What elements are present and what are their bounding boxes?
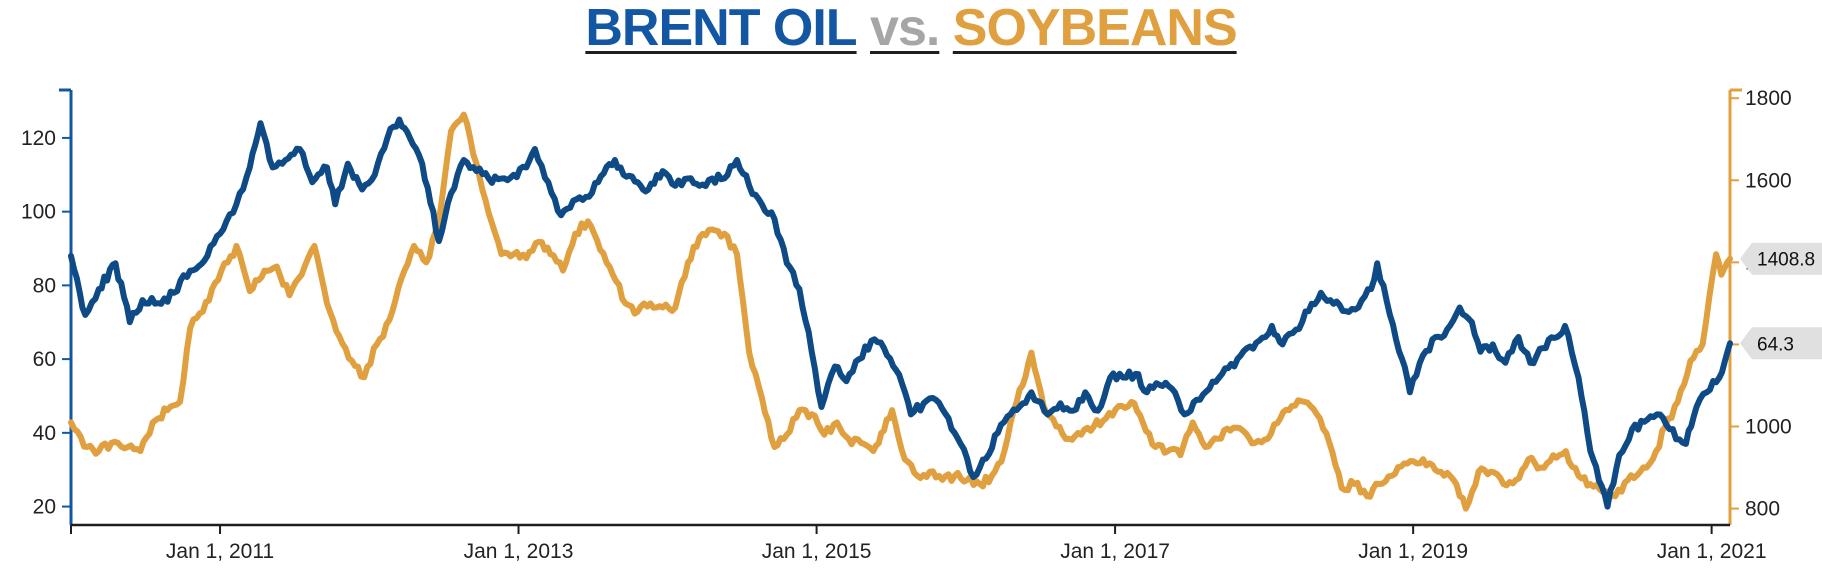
x-tick-label: Jan 1, 2011 [166,540,274,563]
badge-value: 64.3 [1757,334,1794,355]
x-tick-label: Jan 1, 2019 [1358,540,1468,563]
x-tick-label: Jan 1, 2021 [1657,540,1767,563]
badge-value: 1408.8 [1757,250,1815,271]
oil-last-value-badge: 64.3 [1740,327,1822,360]
left-tick-label: 20 [33,496,56,519]
soy-series-line [68,111,1733,512]
right-tick-label: 1600 [1745,169,1792,192]
x-tick-label: Jan 1, 2017 [1060,540,1170,563]
badge-shape [1740,327,1822,360]
soy-last-value-badge: 1408.8 [1740,242,1822,275]
right-tick-label: 1000 [1745,416,1792,439]
oil-series-line [68,116,1733,510]
title-soy: SOYBEANS [952,0,1238,57]
title-vs: vs. [870,0,940,57]
badge-shape [1740,242,1822,275]
left-tick-label: 60 [33,348,56,371]
chart-title: BRENT OIL vs. SOYBEANS [0,0,1822,56]
x-tick-label: Jan 1, 2015 [762,540,872,563]
chart-series [68,111,1733,512]
title-oil: BRENT OIL [585,0,857,57]
right-tick-label: 1800 [1745,87,1792,110]
left-tick-label: 120 [21,127,56,150]
left-tick-label: 100 [21,201,56,224]
x-tick-label: Jan 1, 2013 [464,540,574,563]
last-value-badges: 64.3 1408.8 [1740,242,1822,360]
right-tick-label: 800 [1745,498,1780,521]
left-tick-label: 40 [33,422,56,445]
left-tick-label: 80 [33,274,56,297]
